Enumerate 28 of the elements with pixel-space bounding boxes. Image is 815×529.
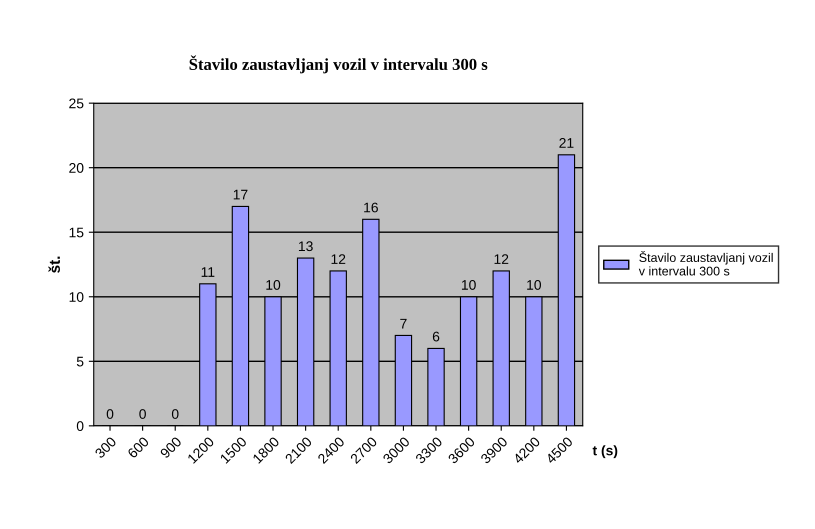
data-label: 16 xyxy=(364,202,378,212)
y-tick-label: 15 xyxy=(70,228,84,238)
y-tick-label: 25 xyxy=(69,98,84,108)
y-tick-label: 0 xyxy=(76,421,84,432)
data-label: 12 xyxy=(494,254,508,264)
x-tick-label: 900 xyxy=(160,436,182,459)
data-label: 21 xyxy=(559,138,574,148)
legend-label: Štavilo zaustavljanj vozil v intervalu 300 s xyxy=(638,251,773,276)
data-label: 13 xyxy=(298,241,313,252)
y-tick-label: 5 xyxy=(76,356,84,366)
data-label: 7 xyxy=(400,318,407,328)
chart-title: Štavilo zaustavljanj vozil v intervalu 300 s xyxy=(190,55,488,74)
y-tick-label: 20 xyxy=(69,163,84,173)
data-label: 17 xyxy=(234,190,248,200)
data-label: 10 xyxy=(266,280,280,290)
y-axis-title: št. xyxy=(48,256,60,273)
data-label: 0 xyxy=(106,409,114,419)
data-label: 6 xyxy=(432,332,440,342)
data-label: 10 xyxy=(527,280,542,290)
data-label: 0 xyxy=(139,409,146,419)
data-label: 12 xyxy=(332,254,346,264)
x-tick-label: 300 xyxy=(94,436,117,459)
x-tick-label: 600 xyxy=(127,436,150,459)
data-label: 0 xyxy=(172,409,179,419)
x-axis-title: t (s) xyxy=(592,445,618,458)
data-label: 10 xyxy=(462,280,476,290)
data-label: 11 xyxy=(202,267,214,277)
y-tick-label: 10 xyxy=(70,292,84,302)
